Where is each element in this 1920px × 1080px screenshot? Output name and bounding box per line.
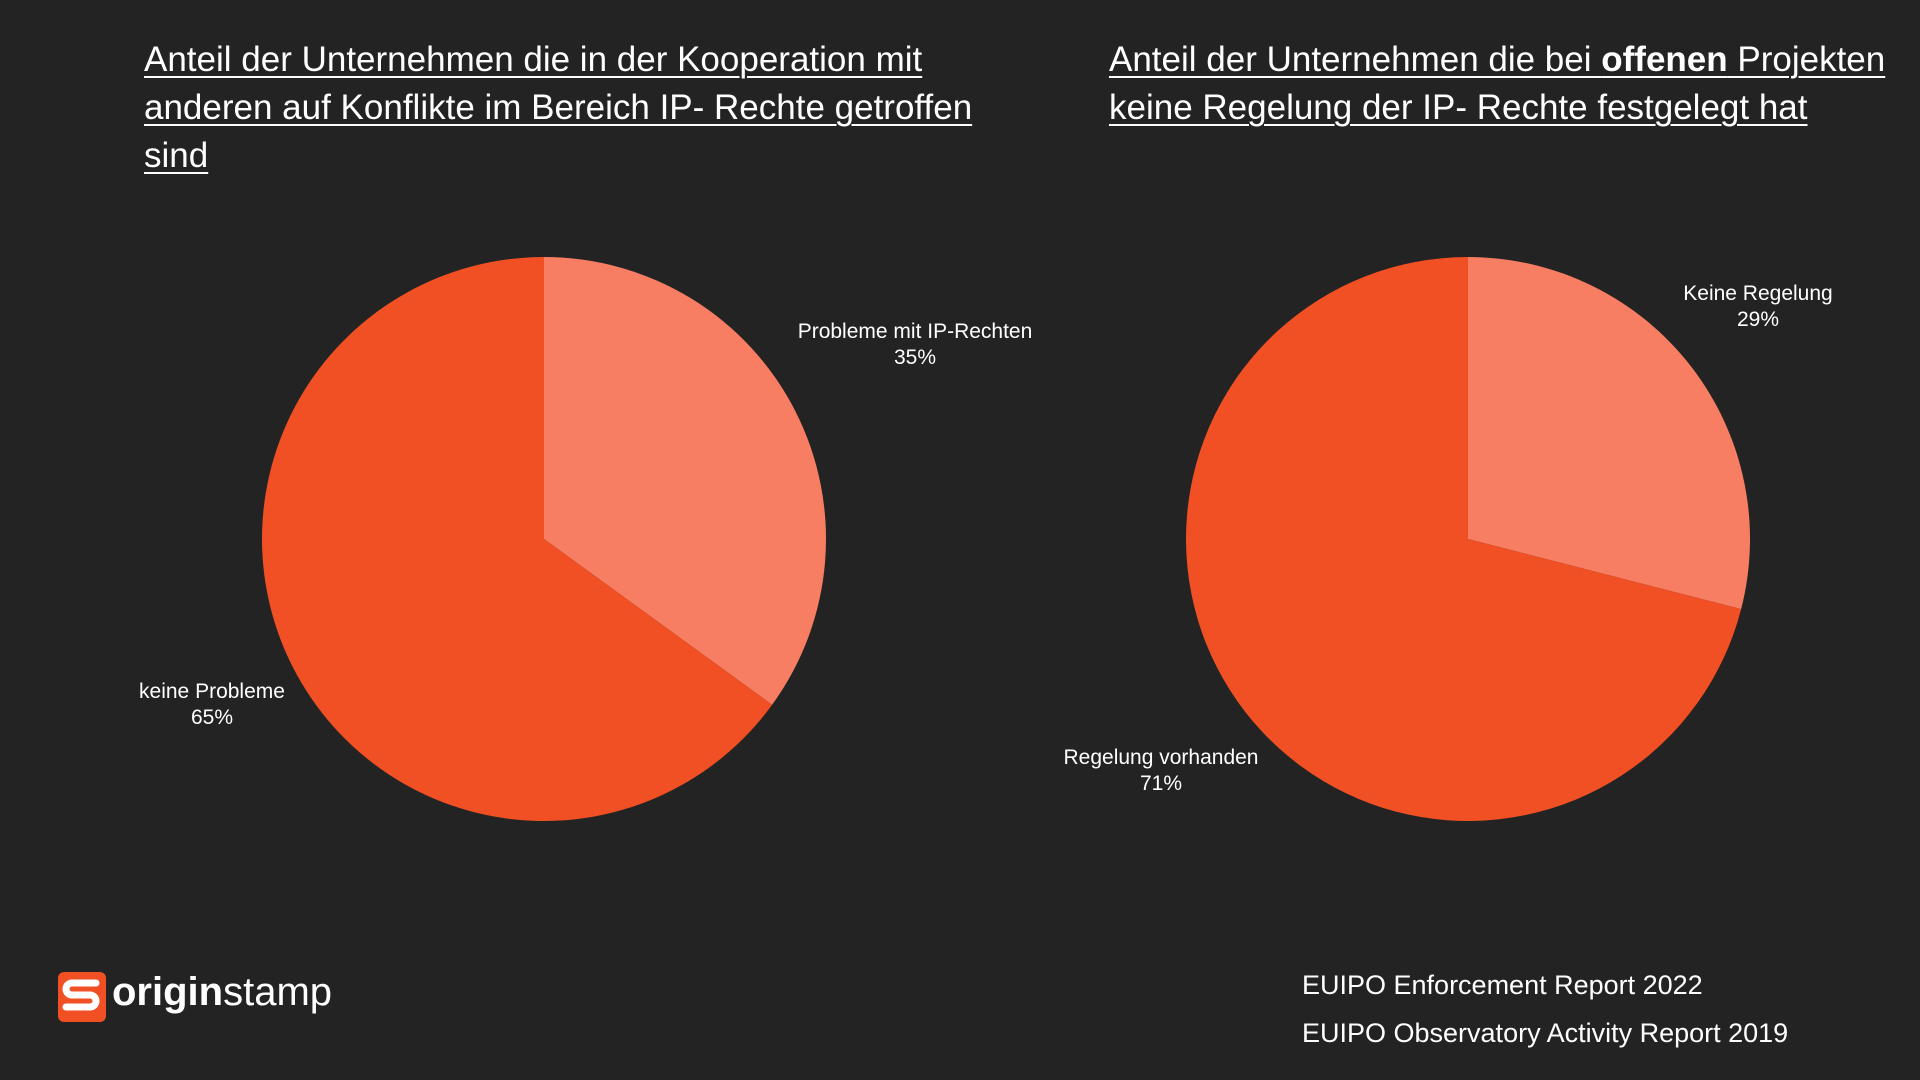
chart-title: Anteil der Unternehmen die bei offenen P… [1109, 36, 1920, 132]
slice-label: Regelung vorhanden [1064, 746, 1259, 769]
slice-value: 71% [1140, 772, 1182, 795]
logo: originstamp [112, 970, 332, 1015]
title-text: Anteil der Unternehmen die in der Kooper… [144, 40, 973, 175]
slice-label: Keine Regelung [1683, 282, 1832, 305]
chart-title: Anteil der Unternehmen die in der Kooper… [144, 36, 974, 180]
slice-value: 65% [191, 706, 233, 729]
pie-slice [261, 257, 773, 821]
source: EUIPO Enforcement Report 2022 [1302, 970, 1703, 1000]
title-text: Projekten keine Regelung der IP- Rechte … [1109, 40, 1886, 127]
pie-slice [544, 257, 826, 705]
logo-bold: origin [112, 970, 224, 1014]
logo-icon [58, 972, 106, 1022]
pie-slice [1186, 257, 1742, 821]
title-text: Anteil der Unternehmen die bei [1109, 40, 1602, 79]
source: EUIPO Observatory Activity Report 2019 [1302, 1018, 1789, 1048]
pie-slice [1468, 257, 1750, 610]
slice-label: keine Probleme [139, 680, 285, 703]
slice-value: 35% [894, 346, 936, 369]
slice-value: 29% [1737, 308, 1779, 331]
logo-regular: stamp [223, 970, 333, 1014]
slice-label: Probleme mit IP-Rechten [798, 320, 1033, 343]
title-emphasis: offenen [1601, 40, 1728, 79]
